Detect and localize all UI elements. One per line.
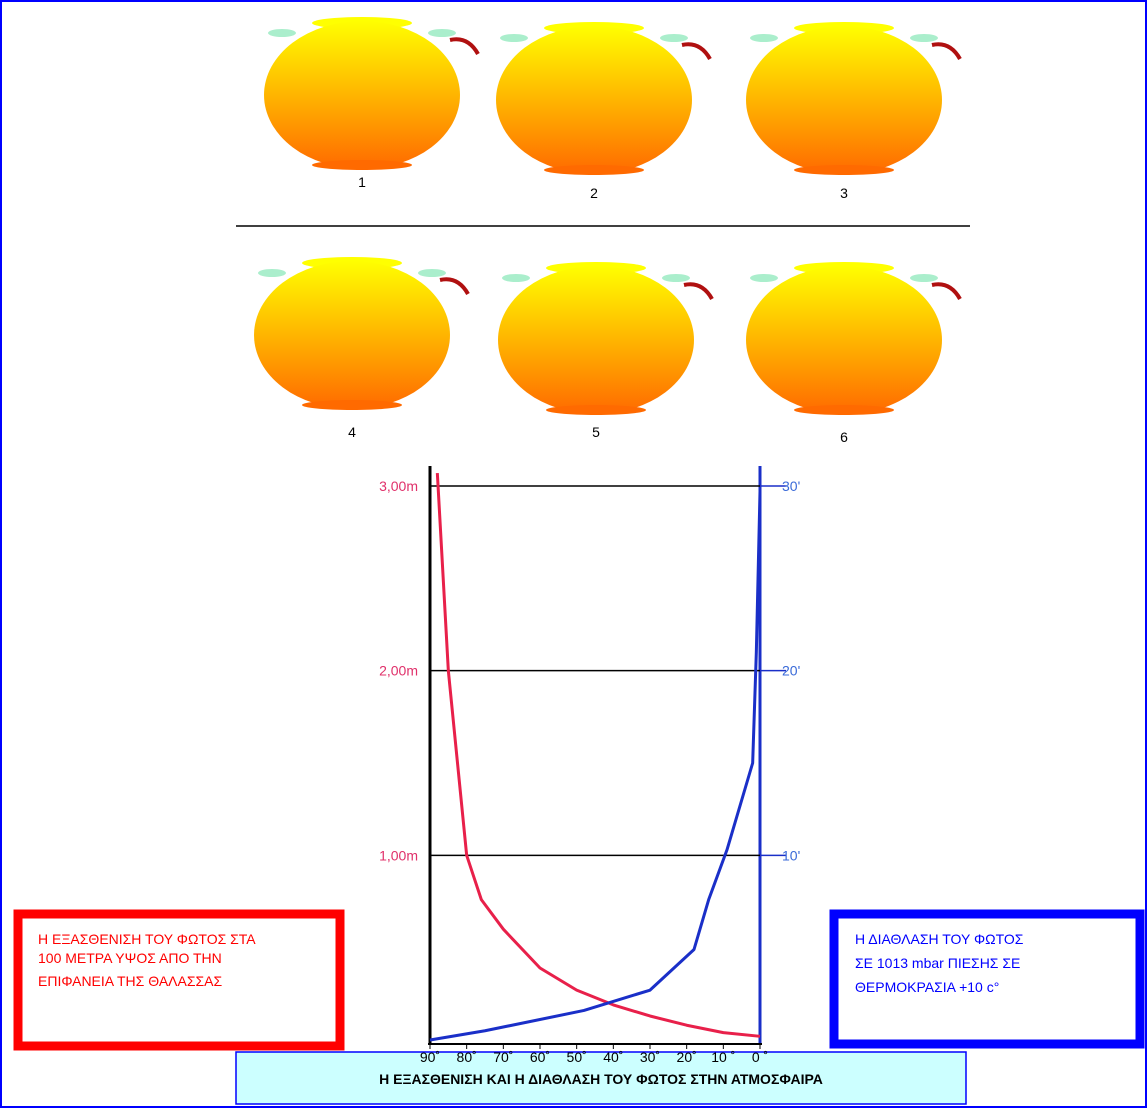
sun-label: 3	[840, 185, 848, 201]
sun-label: 4	[348, 424, 356, 440]
arrow	[932, 44, 960, 59]
sun-base	[302, 400, 402, 410]
sun-base	[312, 160, 412, 170]
caption: Η ΕΞΑΣΘΕΝΙΣΗ ΚΑΙ Η ΔΙΑΘΛΑΣΗ ΤΟΥ ΦΩΤΟΣ ΣΤ…	[379, 1071, 823, 1087]
blue-box-line: ΘΕΡΜΟΚΡΑΣΙΑ +10 c°	[855, 979, 999, 995]
mirage	[660, 34, 688, 42]
y-tick-label: 2,00m	[379, 663, 418, 679]
sun-base	[546, 405, 646, 415]
x-tick-label: 80˚	[457, 1049, 477, 1065]
x-tick-label: 50˚	[567, 1049, 587, 1065]
arrow	[932, 284, 960, 299]
x-tick-label: 0 ˚	[752, 1049, 768, 1065]
x-tick-label: 90˚	[420, 1049, 440, 1065]
sun-label: 6	[840, 429, 848, 445]
sun	[746, 26, 942, 174]
arrow	[684, 284, 712, 299]
x-tick-label: 70˚	[493, 1049, 513, 1065]
x-tick-label: 10 ˚	[711, 1049, 735, 1065]
y-tick-label: 1,00m	[379, 847, 418, 863]
mirage	[502, 274, 530, 282]
mirage	[268, 29, 296, 37]
mirage	[910, 34, 938, 42]
sun-label: 5	[592, 424, 600, 440]
red-box-line: Η ΕΞΑΣΘΕΝΙΣΗ ΤΟΥ ΦΩΤΟΣ ΣΤΑ	[38, 931, 256, 947]
arrow	[450, 39, 478, 54]
mirage	[910, 274, 938, 282]
sun-label: 2	[590, 185, 598, 201]
x-tick-label: 30˚	[640, 1049, 660, 1065]
mirage	[418, 269, 446, 277]
sun-base	[544, 165, 644, 175]
sun	[254, 261, 450, 409]
red-box-line: ΕΠΙΦΑΝΕΙΑ ΤΗΣ ΘΑΛΑΣΣΑΣ	[38, 973, 222, 989]
y2-tick-label: 10'	[782, 847, 800, 863]
sun-base	[794, 405, 894, 415]
sun-group: 1 2 3 4 5 6	[254, 17, 960, 445]
sun	[746, 266, 942, 414]
mirage	[428, 29, 456, 37]
arrow	[682, 44, 710, 59]
red-box-line: 100 ΜΕΤΡΑ ΥΨΟΣ ΑΠΟ ΤΗΝ	[38, 950, 222, 966]
sun	[264, 21, 460, 169]
x-tick-label: 20˚	[677, 1049, 697, 1065]
mirage	[750, 274, 778, 282]
arrow	[440, 279, 468, 294]
sun-base	[794, 165, 894, 175]
x-tick-label: 40˚	[603, 1049, 623, 1065]
line-series	[430, 492, 760, 1040]
mirage	[258, 269, 286, 277]
y2-tick-label: 30'	[782, 478, 800, 494]
x-tick-label: 60˚	[530, 1049, 550, 1065]
sun	[496, 26, 692, 174]
y2-tick-label: 20'	[782, 663, 800, 679]
line-series	[437, 473, 760, 1036]
page: 1 2 3 4 5 6 Η ΕΞΑΣΘΕΝΙΣΗ ΤΟΥ ΦΩΤΟΣ ΣΤΑ 100 ΜΕ…	[0, 0, 1147, 1108]
sun	[498, 266, 694, 414]
sun-label: 1	[358, 174, 366, 190]
mirage	[500, 34, 528, 42]
mirage	[662, 274, 690, 282]
y-tick-label: 3,00m	[379, 478, 418, 494]
blue-box-line: Η ΔΙΑΘΛΑΣΗ ΤΟΥ ΦΩΤΟΣ	[855, 931, 1024, 947]
blue-box-line: ΣΕ 1013 mbar ΠΙΕΣΗΣ ΣΕ	[855, 955, 1020, 971]
mirage	[750, 34, 778, 42]
